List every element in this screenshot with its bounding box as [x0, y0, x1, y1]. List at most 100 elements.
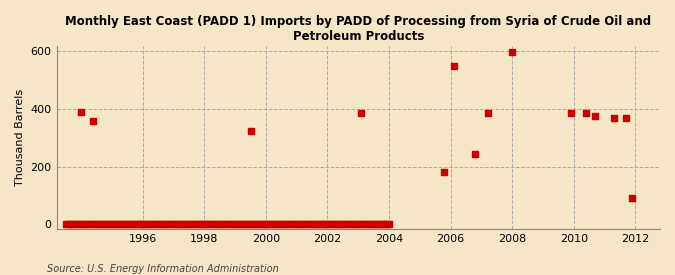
Point — [199, 222, 210, 227]
Point — [222, 222, 233, 227]
Point — [207, 222, 217, 227]
Point — [439, 170, 450, 175]
Point — [238, 222, 248, 227]
Point — [225, 222, 236, 227]
Point — [327, 222, 338, 227]
Point — [109, 222, 120, 227]
Point — [81, 222, 92, 227]
Point — [150, 222, 161, 227]
Point — [65, 222, 76, 227]
Point — [155, 222, 166, 227]
Point — [161, 222, 171, 227]
Point — [76, 222, 86, 227]
Point — [371, 222, 381, 227]
Point — [88, 222, 99, 227]
Point — [322, 222, 333, 227]
Point — [186, 222, 197, 227]
Point — [130, 222, 140, 227]
Point — [255, 222, 266, 227]
Point — [189, 222, 200, 227]
Point — [140, 222, 151, 227]
Point — [363, 222, 374, 227]
Point — [91, 222, 102, 227]
Title: Monthly East Coast (PADD 1) Imports by PADD of Processing from Syria of Crude Oi: Monthly East Coast (PADD 1) Imports by P… — [65, 15, 651, 43]
Point — [194, 222, 205, 227]
Point — [627, 196, 638, 200]
Point — [63, 222, 74, 227]
Point — [261, 222, 271, 227]
Point — [332, 222, 343, 227]
Point — [119, 222, 130, 227]
Point — [184, 222, 194, 227]
Point — [263, 222, 274, 227]
Point — [107, 222, 117, 227]
Point — [84, 222, 95, 227]
Text: Source: U.S. Energy Information Administration: Source: U.S. Energy Information Administ… — [47, 264, 279, 274]
Point — [217, 222, 227, 227]
Point — [279, 222, 290, 227]
Point — [381, 222, 392, 227]
Point — [124, 222, 135, 227]
Point — [114, 222, 125, 227]
Point — [71, 222, 82, 227]
Point — [245, 222, 256, 227]
Point — [104, 222, 115, 227]
Point — [163, 222, 173, 227]
Point — [296, 222, 307, 227]
Point — [366, 222, 377, 227]
Point — [289, 222, 300, 227]
Point — [482, 111, 493, 116]
Point — [273, 222, 284, 227]
Point — [306, 222, 317, 227]
Point — [507, 50, 518, 54]
Point — [242, 222, 253, 227]
Point — [97, 222, 107, 227]
Point — [248, 222, 259, 227]
Point — [360, 222, 371, 227]
Point — [348, 222, 358, 227]
Y-axis label: Thousand Barrels: Thousand Barrels — [15, 89, 25, 186]
Point — [240, 222, 251, 227]
Point — [284, 222, 294, 227]
Point — [171, 222, 182, 227]
Point — [566, 111, 576, 116]
Point — [276, 222, 287, 227]
Point — [292, 222, 302, 227]
Point — [168, 222, 179, 227]
Point — [379, 222, 389, 227]
Point — [132, 222, 143, 227]
Point — [356, 222, 367, 227]
Point — [345, 222, 356, 227]
Point — [209, 222, 220, 227]
Point — [302, 222, 313, 227]
Point — [101, 222, 112, 227]
Point — [330, 222, 341, 227]
Point — [253, 222, 264, 227]
Point — [356, 111, 367, 116]
Point — [448, 64, 459, 68]
Point — [369, 222, 379, 227]
Point — [99, 222, 109, 227]
Point — [304, 222, 315, 227]
Point — [621, 116, 632, 120]
Point — [312, 222, 323, 227]
Point — [68, 222, 79, 227]
Point — [135, 222, 146, 227]
Point — [294, 222, 304, 227]
Point — [580, 111, 591, 116]
Point — [202, 222, 213, 227]
Point — [176, 222, 186, 227]
Point — [117, 222, 128, 227]
Point — [258, 222, 269, 227]
Point — [317, 222, 328, 227]
Point — [338, 222, 348, 227]
Point — [608, 116, 619, 120]
Point — [153, 222, 163, 227]
Point — [470, 152, 481, 156]
Point — [148, 222, 159, 227]
Point — [353, 222, 364, 227]
Point — [350, 222, 361, 227]
Point — [325, 222, 335, 227]
Point — [158, 222, 169, 227]
Point — [227, 222, 238, 227]
